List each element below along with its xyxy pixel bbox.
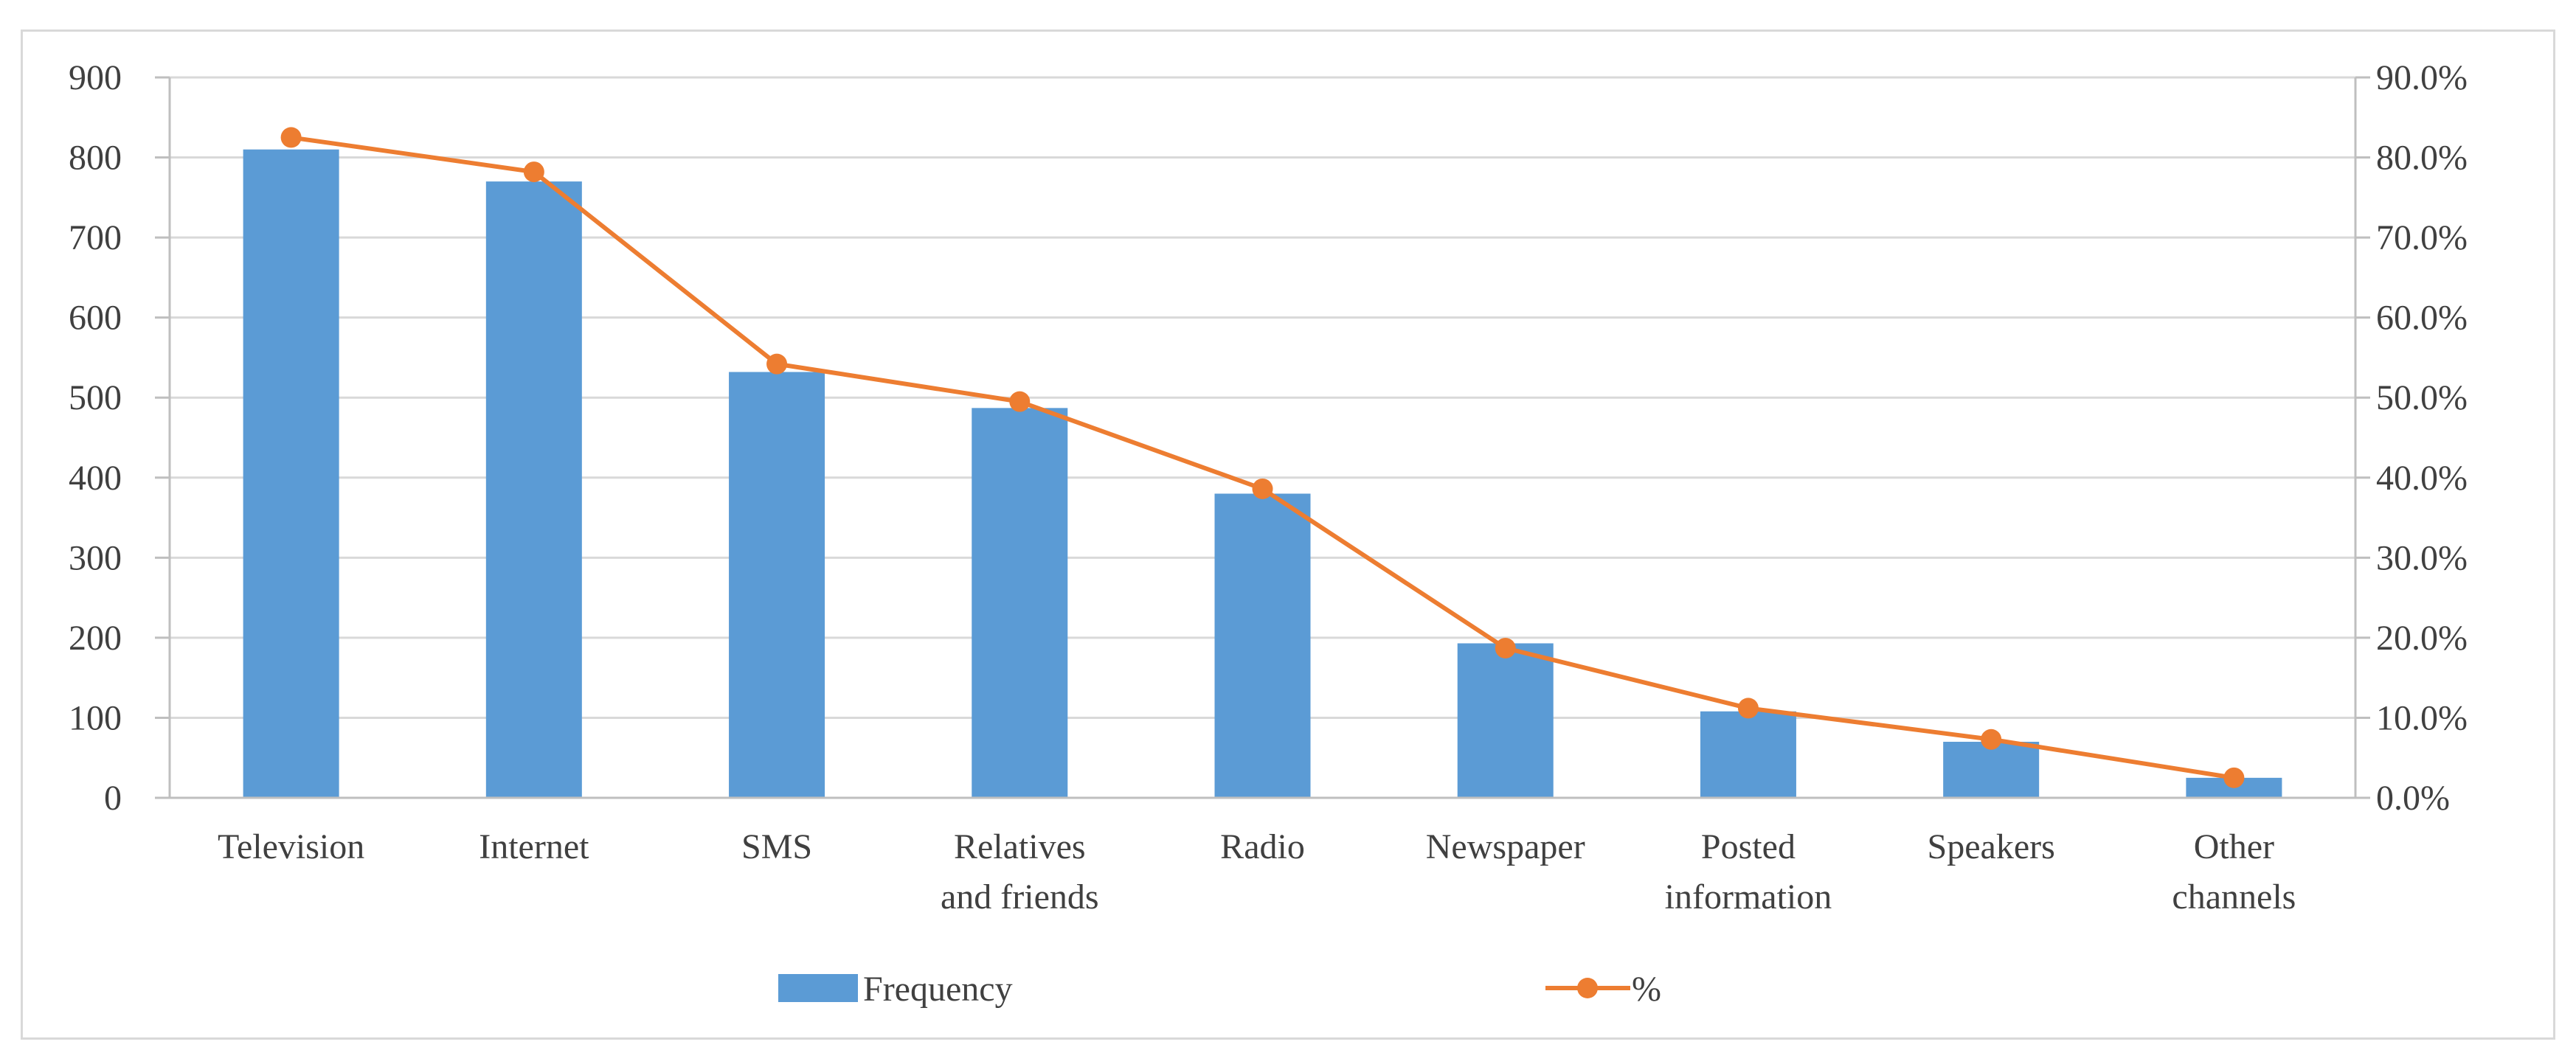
x-tick-label-line: Internet <box>479 827 589 866</box>
x-tick-label: SMS <box>741 827 812 866</box>
legend-swatch-frequency <box>778 974 858 1002</box>
percent-line <box>280 127 2245 788</box>
x-tick-label-line: Other <box>2194 827 2274 866</box>
bar <box>1214 493 1311 798</box>
bar <box>729 372 825 798</box>
y-left-tick-label: 0 <box>104 779 122 818</box>
bar <box>243 149 339 798</box>
percent-marker <box>1981 729 2002 750</box>
x-tick-label: Internet <box>479 827 589 866</box>
y-left-tick-label: 700 <box>69 218 122 257</box>
y-right-tick-label: 70.0% <box>2376 218 2468 257</box>
y-left-tick-label: 500 <box>69 378 122 417</box>
y-right-tick-label: 40.0% <box>2376 459 2468 498</box>
y-left-tick-label: 100 <box>69 698 122 737</box>
x-tick-label: Posted information <box>1665 827 1832 917</box>
x-tick-label-line: information <box>1665 877 1832 917</box>
percent-marker <box>1252 478 1273 499</box>
bar <box>972 408 1068 798</box>
percent-marker <box>766 353 788 375</box>
bar <box>485 181 582 799</box>
y-right-tick-label: 0.0% <box>2376 779 2450 818</box>
bar <box>1943 742 2040 798</box>
y-left-tick-label: 800 <box>69 139 122 178</box>
percent-marker <box>1737 698 1759 719</box>
x-tick-label: Newspaper <box>1426 827 1585 866</box>
percent-marker <box>280 127 302 148</box>
y-left-tick-label: 200 <box>69 619 122 658</box>
x-tick-label-line: Posted <box>1701 827 1796 866</box>
y-right-tick-label: 60.0% <box>2376 299 2468 338</box>
percent-marker <box>523 161 544 183</box>
x-tick-label-line: Relatives <box>954 827 1086 866</box>
y-left-tick-label: 300 <box>69 538 122 577</box>
x-tick-label: Television <box>218 827 364 866</box>
percent-marker <box>1009 391 1031 412</box>
y-left-tick-label: 400 <box>69 459 122 498</box>
percent-marker <box>1495 638 1516 659</box>
y-right-tick-label: 50.0% <box>2376 378 2468 417</box>
x-tick-label-line: Television <box>218 827 364 866</box>
x-tick-label: Radio <box>1220 827 1305 866</box>
x-tick-label-line: SMS <box>741 827 812 866</box>
axes: 0 0.0% 100 10.0% 200 20.0% 300 30.0% 400 40.0% 500… <box>69 58 2468 917</box>
y-right-tick-label: 20.0% <box>2376 619 2468 658</box>
x-tick-label: Other channels <box>2172 827 2296 917</box>
bar <box>1457 643 1554 798</box>
y-left-tick-label: 900 <box>69 58 122 97</box>
x-tick-label-line: Speakers <box>1928 827 2055 866</box>
y-right-tick-label: 90.0% <box>2376 58 2468 97</box>
x-tick-label-line: Newspaper <box>1426 827 1585 866</box>
x-tick-label-line: channels <box>2172 877 2296 917</box>
legend: Frequency% <box>778 970 1661 1009</box>
y-right-tick-label: 10.0% <box>2376 698 2468 737</box>
percent-marker <box>2223 767 2245 788</box>
y-left-tick-label: 600 <box>69 299 122 338</box>
bar <box>1700 711 1796 798</box>
legend-label-percent: % <box>1632 970 1661 1009</box>
y-right-tick-label: 80.0% <box>2376 139 2468 178</box>
legend-swatch-percent-marker <box>1577 978 1598 998</box>
x-tick-label-line: and friends <box>941 877 1099 917</box>
x-tick-label: Speakers <box>1928 827 2055 866</box>
x-tick-label-line: Radio <box>1220 827 1305 866</box>
bars <box>243 149 2282 799</box>
y-right-tick-label: 30.0% <box>2376 538 2468 577</box>
x-tick-label: Relatives and friends <box>941 827 1099 917</box>
legend-label-frequency: Frequency <box>863 970 1013 1009</box>
